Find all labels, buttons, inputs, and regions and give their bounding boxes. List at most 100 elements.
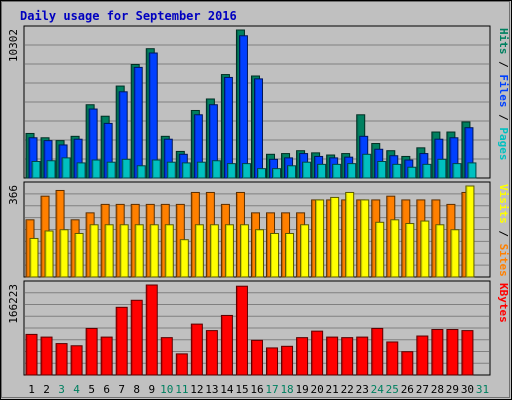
bar-kbytes-kbytes-day-12 — [190, 323, 203, 376]
bar-hits-pages-day-14 — [226, 163, 236, 179]
bar-hits-pages-day-16 — [256, 168, 266, 179]
bar-hits-pages-day-4 — [76, 162, 86, 179]
bar-visits-sites-day-11 — [179, 239, 189, 278]
x-tick-label-day-19: 19 — [295, 383, 308, 396]
x-tick-label-day-1: 1 — [28, 383, 35, 396]
bar-hits-pages-day-1 — [31, 160, 41, 179]
bar-kbytes-kbytes-day-21 — [326, 336, 339, 376]
bar-visits-sites-day-12 — [194, 224, 204, 278]
bar-kbytes-kbytes-day-1 — [25, 333, 38, 376]
bar-kbytes-kbytes-day-13 — [205, 330, 218, 376]
x-tick-label-day-13: 13 — [205, 383, 218, 396]
bar-hits-pages-day-18 — [287, 165, 297, 179]
panel-hits-ymax-label: 10302 — [7, 29, 20, 62]
x-tick-label-day-14: 14 — [220, 383, 234, 396]
bar-kbytes-kbytes-day-19 — [296, 337, 309, 376]
axis-label-hits: Hits — [497, 28, 510, 55]
bar-hits-pages-day-13 — [211, 160, 221, 179]
x-tick-label-day-29: 29 — [446, 383, 459, 396]
bar-hits-pages-day-27 — [422, 163, 432, 179]
bar-visits-sites-day-16 — [254, 229, 264, 278]
bar-visits-sites-day-9 — [149, 224, 159, 278]
x-tick-label-day-31: 31 — [476, 383, 489, 396]
x-tick-label-day-5: 5 — [88, 383, 95, 396]
bar-kbytes-kbytes-day-24 — [371, 327, 384, 376]
panel-kbytes-ymax-label: 166223 — [7, 284, 20, 324]
bar-kbytes-kbytes-day-2 — [40, 336, 53, 376]
x-tick-label-day-7: 7 — [118, 383, 125, 396]
bar-hits-pages-day-9 — [151, 159, 161, 179]
bar-hits-pages-day-25 — [392, 163, 402, 179]
bar-visits-sites-day-18 — [285, 232, 295, 278]
bar-visits-sites-day-20 — [315, 199, 325, 278]
bar-hits-pages-day-5 — [91, 159, 101, 179]
panel-visits: 366 Visits / Sites — [7, 181, 510, 278]
bar-kbytes-kbytes-day-15 — [235, 285, 248, 376]
bar-visits-sites-day-5 — [89, 224, 99, 278]
bar-visits-sites-day-14 — [224, 224, 234, 278]
axis-label-separator: / — [497, 108, 510, 128]
panel-kbytes-axis-label: KBytes — [497, 283, 510, 323]
bar-visits-sites-day-27 — [420, 220, 430, 278]
axis-label-visits: Visits — [497, 184, 510, 224]
bar-visits-sites-day-22 — [345, 191, 355, 278]
bar-kbytes-kbytes-day-26 — [401, 351, 414, 376]
bar-kbytes-kbytes-day-4 — [70, 345, 83, 376]
bar-hits-pages-day-24 — [377, 160, 387, 179]
bar-hits-pages-day-21 — [332, 163, 342, 179]
bar-hits-pages-day-17 — [272, 168, 282, 179]
bar-visits-sites-day-25 — [390, 219, 400, 278]
bar-visits-sites-day-28 — [435, 224, 445, 278]
x-tick-label-day-11: 11 — [175, 383, 188, 396]
x-tick-label-day-20: 20 — [311, 383, 324, 396]
bar-hits-pages-day-29 — [452, 163, 462, 179]
bar-kbytes-kbytes-day-30 — [461, 330, 474, 376]
axis-label-separator: / — [497, 224, 510, 244]
bar-kbytes-kbytes-day-27 — [416, 335, 429, 376]
bar-visits-sites-day-23 — [360, 199, 370, 278]
x-tick-label-day-4: 4 — [73, 383, 80, 396]
bar-kbytes-kbytes-day-23 — [356, 336, 369, 376]
x-tick-label-day-22: 22 — [341, 383, 354, 396]
bar-visits-sites-day-4 — [74, 232, 84, 278]
bar-hits-pages-day-3 — [61, 157, 71, 179]
x-tick-label-day-25: 25 — [386, 383, 399, 396]
x-axis-day-labels: 1 2 3 4 5 6 7 8 9 10 11 12 13 14 15 16 17 18 19 20 21 22 23 24 2… — [28, 383, 489, 396]
panel-hits-axis-label: Hits / Files / Pages — [497, 28, 510, 161]
x-tick-label-day-12: 12 — [190, 383, 203, 396]
bar-kbytes-kbytes-day-11 — [175, 353, 188, 376]
bar-kbytes-kbytes-day-5 — [85, 327, 98, 376]
bar-visits-sites-day-30 — [465, 185, 475, 278]
bar-visits-sites-day-13 — [209, 224, 219, 278]
bar-kbytes-kbytes-day-18 — [281, 345, 294, 376]
x-tick-label-day-23: 23 — [356, 383, 369, 396]
x-tick-label-day-26: 26 — [401, 383, 414, 396]
bar-kbytes-kbytes-day-14 — [220, 314, 233, 376]
x-tick-label-day-18: 18 — [280, 383, 293, 396]
bar-visits-sites-day-15 — [239, 224, 249, 278]
bar-kbytes-kbytes-day-3 — [55, 343, 68, 376]
chart-inner-border — [1, 1, 510, 398]
bar-kbytes-kbytes-day-29 — [446, 329, 459, 376]
bar-kbytes-kbytes-day-10 — [160, 337, 173, 376]
x-tick-label-day-17: 17 — [265, 383, 278, 396]
bar-visits-sites-day-1 — [29, 237, 39, 278]
bar-hits-pages-day-23 — [362, 153, 372, 179]
bar-kbytes-kbytes-day-17 — [266, 347, 279, 376]
bar-kbytes-kbytes-day-9 — [145, 284, 158, 376]
bar-visits-sites-day-8 — [134, 224, 144, 278]
bar-hits-pages-day-10 — [166, 161, 176, 179]
axis-label-pages: Pages — [497, 127, 510, 160]
bar-visits-sites-day-26 — [405, 223, 415, 278]
bar-hits-pages-day-30 — [467, 162, 477, 179]
bar-visits-sites-day-19 — [300, 224, 310, 278]
bar-visits-sites-day-6 — [104, 224, 114, 278]
bar-kbytes-kbytes-day-25 — [386, 341, 399, 376]
bar-kbytes-kbytes-day-22 — [341, 337, 354, 376]
x-tick-label-day-28: 28 — [431, 383, 444, 396]
bar-hits-pages-day-7 — [121, 158, 131, 179]
x-tick-label-day-6: 6 — [103, 383, 110, 396]
bar-kbytes-kbytes-day-7 — [115, 306, 128, 376]
